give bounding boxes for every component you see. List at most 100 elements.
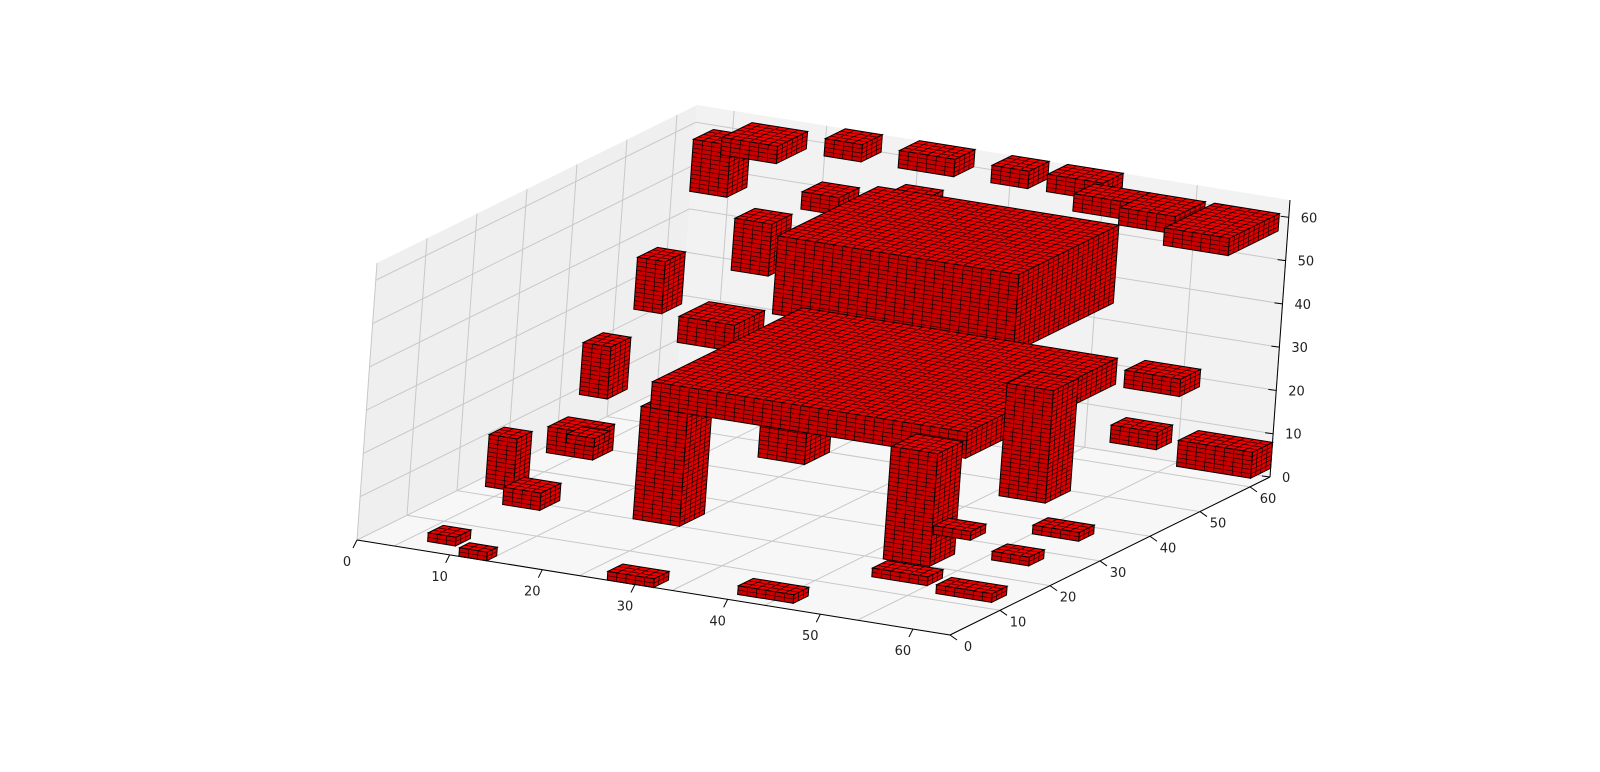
voxel-edge bbox=[758, 448, 806, 457]
voxel-edge bbox=[734, 314, 765, 330]
voxel-edge bbox=[581, 368, 610, 374]
voxel-edge bbox=[901, 441, 948, 450]
voxel-edge bbox=[1000, 478, 1047, 487]
voxel-edge bbox=[592, 445, 614, 456]
voxel-edge bbox=[817, 184, 855, 191]
voxel-edge bbox=[608, 362, 630, 374]
voxel-edge bbox=[898, 163, 955, 173]
voxel-edge bbox=[1179, 377, 1201, 389]
voxel-edge bbox=[1138, 421, 1155, 430]
voxel-edge bbox=[1016, 250, 1118, 301]
voxel-edge bbox=[1060, 521, 1076, 530]
voxel-edge bbox=[886, 515, 933, 524]
voxel-edge bbox=[932, 510, 958, 524]
voxel-edge bbox=[830, 135, 868, 143]
voxel-edge bbox=[679, 509, 705, 523]
voxel-edge bbox=[1189, 215, 1255, 227]
voxel-edge bbox=[642, 254, 671, 260]
voxel-edge bbox=[1005, 404, 1052, 413]
voxel-edge bbox=[1052, 395, 1078, 409]
voxel-edge bbox=[486, 473, 515, 479]
z-tick-label: 30 bbox=[1291, 341, 1308, 356]
x-tick-label: 40 bbox=[709, 614, 726, 629]
voxel-edge bbox=[514, 465, 530, 474]
voxel-edge bbox=[634, 304, 662, 310]
voxel-edge bbox=[691, 160, 729, 168]
voxel-edge bbox=[919, 438, 945, 452]
voxel-edge bbox=[1028, 165, 1049, 176]
voxel-edge bbox=[804, 443, 831, 457]
voxel-edge bbox=[898, 158, 955, 169]
voxel-edge bbox=[1049, 429, 1075, 443]
voxel-edge bbox=[999, 491, 1046, 500]
voxel-edge bbox=[1228, 221, 1279, 248]
z-tick-mark bbox=[1271, 345, 1280, 348]
voxel-edge bbox=[773, 291, 1015, 332]
voxel-edge bbox=[634, 496, 681, 505]
voxel-edge bbox=[1050, 421, 1076, 435]
voxel-edge bbox=[774, 278, 1016, 319]
voxel-edge bbox=[651, 385, 968, 437]
voxel-edge bbox=[886, 506, 934, 515]
voxel-edge bbox=[1052, 171, 1109, 181]
voxel-edge bbox=[680, 491, 707, 505]
voxel-edge bbox=[758, 452, 805, 461]
voxel-edge bbox=[640, 418, 687, 427]
voxel-edge bbox=[885, 528, 932, 537]
voxel-edge bbox=[593, 441, 614, 452]
left-pane bbox=[357, 105, 697, 540]
voxel-edge bbox=[683, 313, 740, 324]
z-tick-mark bbox=[1274, 302, 1283, 305]
voxel-edge bbox=[837, 205, 1079, 246]
voxel-edge bbox=[1163, 236, 1229, 248]
voxel-edge bbox=[1052, 390, 1078, 404]
voxel-edge bbox=[1000, 469, 1048, 478]
z-tick-mark bbox=[1268, 388, 1277, 391]
voxel-edge bbox=[759, 439, 806, 448]
voxel-edge bbox=[741, 127, 798, 137]
voxel-edge bbox=[736, 129, 793, 140]
voxel-edge bbox=[1015, 263, 1117, 314]
voxel-edge bbox=[726, 182, 748, 194]
voxel-edge bbox=[1001, 456, 1049, 465]
voxel-edge bbox=[727, 344, 1043, 396]
voxel-edge bbox=[900, 435, 926, 449]
voxel-edge bbox=[1047, 451, 1074, 465]
voxel-edge bbox=[682, 466, 708, 479]
voxel-edge bbox=[824, 151, 862, 158]
voxel-edge bbox=[680, 496, 706, 510]
z-tick-label: 20 bbox=[1288, 384, 1305, 399]
voxel-edge bbox=[784, 585, 800, 594]
y-axis-line bbox=[949, 476, 1271, 636]
voxel-edge bbox=[771, 222, 792, 234]
z-tick-label: 40 bbox=[1295, 298, 1312, 313]
x-tick-mark bbox=[723, 599, 729, 608]
voxel-edge bbox=[890, 459, 937, 468]
voxel-edge bbox=[1139, 197, 1196, 207]
voxel-edge bbox=[775, 265, 1017, 306]
voxel-edge bbox=[503, 491, 541, 498]
voxel-edge bbox=[459, 551, 488, 557]
z-axis-line bbox=[1269, 199, 1291, 478]
voxel-edge bbox=[733, 323, 764, 339]
voxel-edge bbox=[889, 476, 936, 485]
voxel-edge bbox=[746, 124, 803, 135]
voxel-edge bbox=[626, 566, 642, 575]
voxel-edge bbox=[1177, 457, 1252, 470]
voxel-edge bbox=[1002, 443, 1050, 452]
voxel-edge bbox=[970, 528, 986, 537]
voxel-edge bbox=[934, 480, 960, 494]
voxel-edge bbox=[1120, 418, 1136, 427]
voxel-edge bbox=[817, 215, 1059, 255]
voxel-edge bbox=[737, 589, 794, 600]
voxel-edge bbox=[488, 442, 517, 448]
voxel-edge bbox=[427, 536, 456, 542]
voxel-edge bbox=[1017, 242, 1118, 293]
voxel-edge bbox=[438, 527, 467, 533]
voxel-edge bbox=[638, 440, 686, 449]
voxel-edge bbox=[1121, 419, 1168, 428]
voxel-edge bbox=[1003, 434, 1050, 443]
voxel-edge bbox=[685, 427, 711, 440]
voxel-edge bbox=[941, 582, 998, 592]
voxel-edge bbox=[749, 210, 787, 218]
